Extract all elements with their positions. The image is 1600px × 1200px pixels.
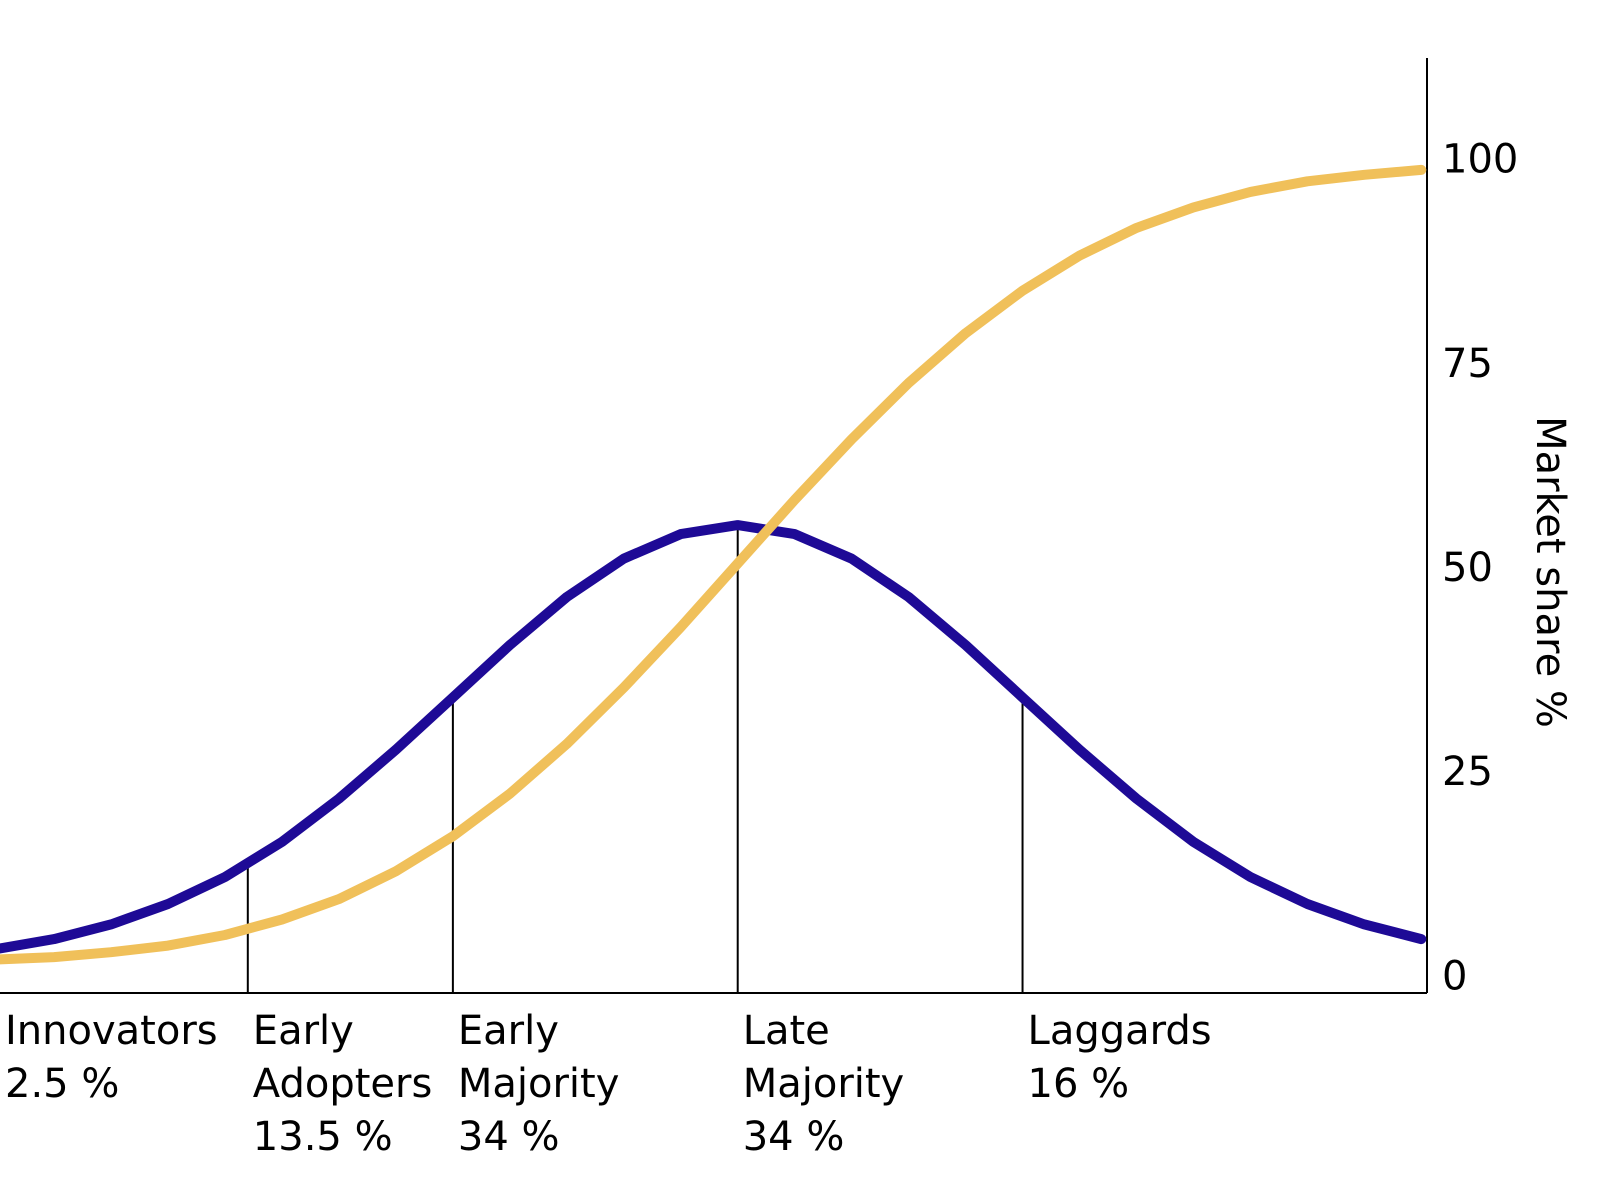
series-line — [0, 520, 1427, 954]
segment-name: Late — [743, 1008, 830, 1054]
segment-share: 2.5 % — [5, 1061, 119, 1107]
segment-name: Early — [458, 1008, 559, 1054]
segment-share: 34 % — [743, 1114, 845, 1160]
y-tick-label: 75 — [1442, 341, 1493, 387]
y-tick-label: 25 — [1442, 749, 1493, 795]
segment-name: Adopters — [253, 1061, 433, 1107]
segment-name: Innovators — [5, 1008, 218, 1054]
segment-name: Majority — [458, 1061, 620, 1107]
segment-name: Laggards — [1028, 1008, 1212, 1054]
segment-share: 13.5 % — [253, 1114, 393, 1160]
segment-name: Early — [253, 1008, 354, 1054]
segment-name: Majority — [743, 1061, 905, 1107]
y-axis-label: Market share % — [1527, 416, 1573, 728]
y-tick-label: 100 — [1442, 137, 1518, 183]
segment-share: 34 % — [458, 1114, 560, 1160]
y-tick-label: 50 — [1442, 545, 1493, 591]
series-line — [0, 164, 1427, 965]
segment-share: 16 % — [1028, 1061, 1130, 1107]
y-tick-label: 0 — [1442, 953, 1467, 999]
